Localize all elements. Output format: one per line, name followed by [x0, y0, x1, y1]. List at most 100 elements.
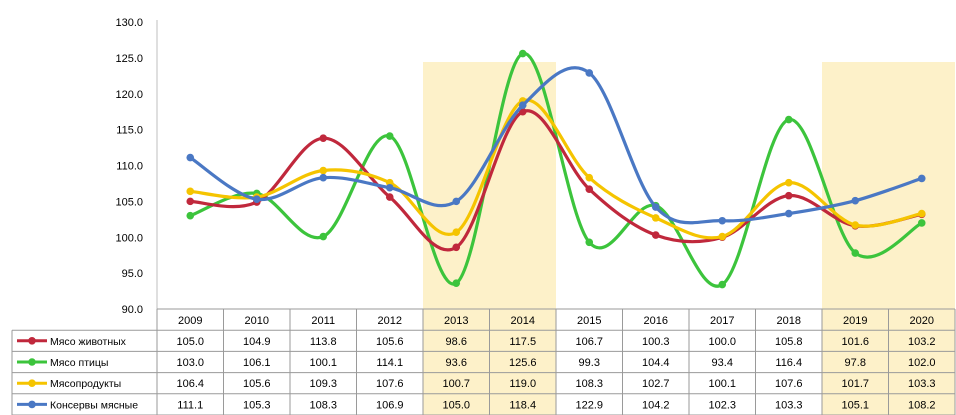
data-label: 103.3 [775, 399, 803, 411]
data-label: 100.0 [708, 336, 736, 348]
legend-swatch-marker [28, 358, 36, 366]
legend-label: Мясо птицы [50, 357, 108, 369]
data-point [851, 249, 860, 257]
data-label: 99.3 [579, 357, 600, 369]
data-label: 97.8 [845, 357, 866, 369]
x-tick-label: 2020 [910, 315, 934, 327]
data-label: 93.6 [446, 357, 467, 369]
data-label: 106.1 [243, 357, 271, 369]
data-label: 116.4 [775, 357, 802, 369]
legend-label: Мясопродукты [50, 378, 121, 390]
data-label: 103.3 [908, 378, 936, 390]
data-point [319, 166, 328, 175]
data-point [651, 231, 660, 239]
data-point [917, 209, 926, 218]
data-label: 102.3 [708, 399, 736, 411]
data-point [518, 107, 527, 116]
y-tick-label: 95.0 [122, 268, 143, 280]
y-tick-label: 120.0 [115, 89, 143, 101]
data-point [718, 280, 727, 289]
data-label: 105.8 [775, 336, 803, 348]
data-label: 101.7 [841, 378, 869, 390]
data-label: 106.4 [176, 378, 204, 390]
data-point [851, 196, 860, 205]
x-tick-label: 2012 [378, 315, 402, 327]
data-point [452, 228, 461, 237]
data-label: 102.7 [642, 378, 670, 390]
y-tick-label: 105.0 [115, 196, 143, 208]
data-point [518, 49, 527, 58]
y-tick-label: 110.0 [116, 161, 143, 173]
data-label: 104.2 [642, 399, 670, 411]
data-point [186, 153, 195, 162]
data-label: 104.4 [642, 357, 670, 369]
legend-label: Мясо животных [50, 336, 127, 348]
y-tick-label: 130.0 [115, 17, 143, 29]
data-point [917, 219, 926, 227]
data-label: 119.0 [509, 378, 536, 390]
data-point [385, 183, 394, 192]
highlight-band [423, 62, 490, 415]
data-label: 105.1 [841, 399, 869, 411]
data-point [385, 132, 394, 140]
data-label: 106.7 [575, 336, 603, 348]
x-tick-label: 2010 [245, 315, 269, 327]
series-lines [186, 49, 926, 289]
data-table: 2009 2010 2011 2012 2013 2014 2015 2016 2017 2018… [11, 308, 956, 415]
x-tick-label: 2016 [644, 315, 668, 327]
data-point [319, 173, 328, 182]
data-point [452, 197, 461, 206]
data-label: 100.7 [442, 378, 470, 390]
data-label: 107.6 [775, 378, 803, 390]
x-tick-label: 2014 [511, 315, 535, 327]
y-tick-label: 90.0 [122, 304, 143, 316]
data-point [651, 203, 660, 211]
data-point [585, 69, 594, 77]
data-label: 105.0 [442, 399, 470, 411]
data-point [784, 209, 793, 218]
data-label: 125.6 [509, 357, 537, 369]
y-tick-label: 115.0 [116, 125, 143, 137]
x-tick-label: 2013 [444, 315, 468, 327]
x-tick-label: 2009 [178, 315, 202, 327]
series-line-4 [188, 66, 924, 225]
data-point [186, 187, 195, 196]
highlight-band [822, 62, 889, 415]
data-label: 105.0 [176, 336, 204, 348]
data-point [718, 232, 727, 241]
data-label: 109.3 [309, 378, 337, 390]
data-label: 105.6 [376, 336, 404, 348]
data-point [585, 185, 594, 193]
legend-swatch-marker [28, 400, 36, 409]
data-point [452, 279, 461, 287]
data-point [651, 214, 660, 222]
data-point [585, 173, 594, 182]
data-label: 98.6 [446, 336, 467, 348]
data-point [784, 178, 793, 187]
x-tick-label: 2017 [710, 315, 734, 327]
data-label: 103.2 [908, 336, 936, 348]
data-label: 100.1 [309, 357, 337, 369]
data-label: 117.5 [509, 336, 536, 348]
data-label: 93.4 [712, 357, 733, 369]
data-label: 100.1 [708, 378, 736, 390]
y-tick-label: 100.0 [115, 232, 143, 244]
legend-swatch-marker [28, 337, 36, 345]
data-label: 113.8 [310, 336, 337, 348]
data-point [452, 243, 461, 252]
series-line-3 [188, 98, 924, 240]
data-label: 108.2 [908, 399, 936, 411]
data-label: 105.3 [243, 399, 271, 411]
data-label: 106.9 [376, 399, 404, 411]
data-point [585, 238, 594, 247]
x-tick-label: 2011 [311, 315, 335, 327]
x-tick-label: 2019 [843, 315, 867, 327]
data-point [186, 211, 195, 220]
data-point [186, 197, 195, 206]
data-label: 118.4 [509, 399, 536, 411]
data-label: 103.0 [176, 357, 204, 369]
data-label: 101.6 [841, 336, 869, 348]
y-axis: 90.0 95.0 100.0 105.0 110.0 115.0 120.0 125.0 13… [115, 17, 158, 316]
data-label: 105.6 [243, 378, 271, 390]
data-label: 100.3 [642, 336, 670, 348]
